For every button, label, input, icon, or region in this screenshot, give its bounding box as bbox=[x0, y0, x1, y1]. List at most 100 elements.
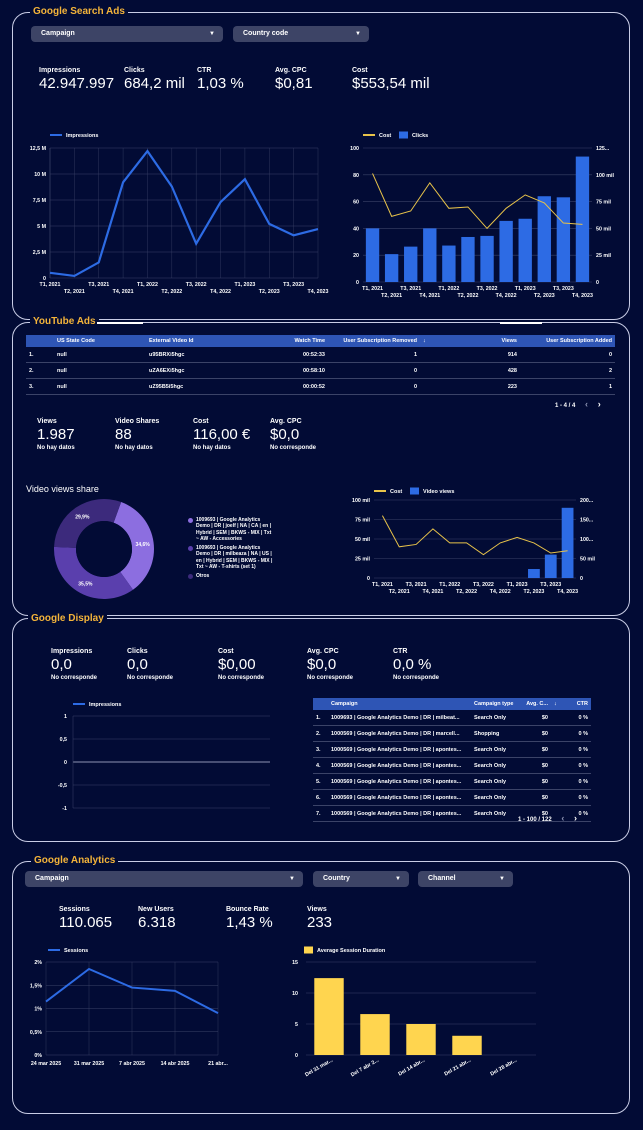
campaign-dropdown-label: Campaign bbox=[41, 30, 75, 37]
country-code-dropdown[interactable]: Country code ▼ bbox=[233, 26, 369, 42]
sessions-line bbox=[45, 967, 219, 1015]
legend-label: Sessions bbox=[64, 948, 88, 954]
chevron-down-icon: ▼ bbox=[355, 31, 361, 37]
chevron-right-icon[interactable]: › bbox=[574, 813, 578, 823]
pager-range: 1 - 4 / 4 bbox=[555, 403, 576, 409]
x-tick-label: T2, 2023 bbox=[523, 589, 544, 595]
col-header[interactable]: User Subscription Removed bbox=[343, 338, 417, 344]
table-row[interactable]: 1. 1009693 | Google Analytics Demo | DR … bbox=[313, 710, 591, 726]
y-left-tick-label: 60 bbox=[353, 200, 359, 206]
campaign-dropdown[interactable]: Campaign ▼ bbox=[25, 871, 303, 887]
channel-dropdown[interactable]: Channel ▼ bbox=[418, 871, 513, 887]
chevron-left-icon[interactable]: ‹ bbox=[585, 399, 589, 409]
x-tick-label: 7 abr 2025 bbox=[119, 1061, 145, 1067]
x-tick-label: T2, 2022 bbox=[161, 289, 182, 295]
kpi-value: 88 bbox=[115, 426, 132, 443]
table-header: US State Code External Video Id Watch Ti… bbox=[26, 335, 615, 347]
kpi-impressions: Impressions 0,0 No corresponde bbox=[51, 648, 97, 681]
chevron-right-icon[interactable]: › bbox=[597, 399, 601, 409]
y-right-tick-label: 50 mil bbox=[580, 557, 596, 563]
legend-item[interactable]: 1009693 | Google Analytics Demo | DR | m… bbox=[188, 545, 274, 570]
table-row[interactable]: 4. 1000569 | Google Analytics Demo | DR … bbox=[313, 758, 591, 774]
donut-hole bbox=[76, 521, 132, 577]
kpi-label: Cost bbox=[218, 648, 234, 655]
x-tick-label: T4, 2021 bbox=[113, 289, 134, 295]
x-tick-label: 31 mar 2025 bbox=[74, 1061, 104, 1067]
kpi-comparison: No hay datos bbox=[115, 445, 153, 451]
table-row[interactable]: 3. null uZ95B5i5hgc 00:00:52 0 223 1 bbox=[26, 379, 615, 395]
cost-clicks-combo-chart: Cost Clicks 0 20 40 60 80 100 0 25 mil 50 mil 75 mi… bbox=[350, 131, 614, 299]
y-right-tick-label: 0 bbox=[596, 280, 599, 286]
table-row[interactable]: 7. 1000569 | Google Analytics Demo | DR … bbox=[313, 806, 591, 822]
chevron-down-icon: ▼ bbox=[209, 31, 215, 37]
y-right-tick-label: 100 mil bbox=[596, 173, 614, 179]
title-underline bbox=[500, 322, 542, 324]
col-header[interactable]: US State Code bbox=[57, 338, 95, 344]
sort-desc-icon[interactable]: ↓ bbox=[423, 338, 426, 344]
x-tick-label: Del 14 abr... bbox=[397, 1057, 426, 1077]
table-pager: 1 - 100 / 122 ‹ › bbox=[518, 813, 577, 823]
col-header[interactable]: CTR bbox=[576, 701, 588, 707]
x-tick-label: T2, 2021 bbox=[64, 289, 85, 295]
campaign-dropdown-label: Campaign bbox=[35, 875, 69, 882]
x-tick-label: T2, 2022 bbox=[457, 293, 478, 299]
legend-swatch bbox=[188, 546, 193, 552]
y-tick-label: -0,5 bbox=[58, 783, 67, 789]
x-tick-label: Del 28 abr... bbox=[489, 1057, 518, 1077]
col-header[interactable]: Avg. C... bbox=[526, 701, 548, 707]
kpi-value: 233 bbox=[307, 914, 333, 931]
campaign-dropdown[interactable]: Campaign ▼ bbox=[31, 26, 223, 42]
x-tick-label: T4, 2021 bbox=[422, 589, 443, 595]
kpi-label: Views bbox=[307, 906, 327, 913]
y-left-tick-label: 0 bbox=[367, 576, 370, 582]
y-right-tick-label: 75 mil bbox=[596, 200, 612, 206]
col-header[interactable]: Campaign type bbox=[474, 701, 514, 707]
x-tick-label: Del 31 mar... bbox=[304, 1057, 334, 1078]
kpi-value: $553,54 mil bbox=[352, 75, 430, 92]
bar bbox=[544, 554, 557, 578]
col-header[interactable]: Watch Time bbox=[294, 338, 325, 344]
y-right-tick-label: 25 mil bbox=[596, 253, 612, 259]
x-tick-label: T3, 2021 bbox=[406, 582, 427, 588]
col-header[interactable]: Campaign bbox=[331, 701, 358, 707]
y-left-tick-label: 0 bbox=[356, 280, 359, 286]
video-views-donut-chart: 34,6% 35,5% 29,9% bbox=[54, 499, 154, 599]
table-row[interactable]: 6. 1000569 | Google Analytics Demo | DR … bbox=[313, 790, 591, 806]
kpi-ctr: CTR 1,03 % bbox=[197, 67, 244, 92]
kpi-clicks: Clicks 0,0 No corresponde bbox=[127, 648, 173, 681]
legend-label: Average Session Duration bbox=[317, 948, 386, 954]
table-row[interactable]: 5. 1000569 | Google Analytics Demo | DR … bbox=[313, 774, 591, 790]
table-row[interactable]: 1. null u95BRXi5hgc 00:52:33 1 914 0 bbox=[26, 347, 615, 363]
country-code-dropdown-label: Country code bbox=[243, 30, 289, 37]
y-left-tick-label: 40 bbox=[353, 226, 359, 232]
y-left-tick-label: 50 mil bbox=[355, 537, 371, 543]
y-left-tick-label: 80 bbox=[353, 173, 359, 179]
slice-label: 35,5% bbox=[78, 581, 93, 587]
legend-label: Cost bbox=[379, 133, 391, 139]
col-header[interactable]: User Subscription Added bbox=[546, 338, 612, 344]
legend-item[interactable]: Otros bbox=[188, 573, 274, 580]
table-row[interactable]: 3. 1000569 | Google Analytics Demo | DR … bbox=[313, 742, 591, 758]
chevron-left-icon[interactable]: ‹ bbox=[561, 813, 565, 823]
title-underline bbox=[97, 322, 143, 324]
table-row[interactable]: 2. null uZA6EXi5hgc 00:58:10 0 428 2 bbox=[26, 363, 615, 379]
kpi-comparison: No corresponde bbox=[307, 675, 354, 681]
col-header[interactable]: External Video Id bbox=[149, 338, 194, 344]
legend-label: Video views bbox=[423, 489, 454, 495]
kpi-value: 0,0 % bbox=[393, 656, 432, 673]
table-pager: 1 - 4 / 4 ‹ › bbox=[555, 399, 601, 409]
legend-item[interactable]: 1009693 | Google Analytics Demo | DR | j… bbox=[188, 517, 274, 542]
display-campaign-table: Campaign Campaign type Avg. C... ↓ CTR 1… bbox=[313, 698, 591, 822]
kpi-clicks: Clicks 684,2 mil bbox=[124, 67, 185, 92]
kpi-value: $0,0 bbox=[307, 656, 337, 673]
x-tick-label: T1, 2022 bbox=[438, 286, 459, 292]
bar bbox=[499, 220, 513, 282]
impressions-line-chart: Impressions 0 2,5 M 5 M 7,5 M 10 M 12,5 M T1, 2… bbox=[30, 133, 329, 295]
x-tick-label: T4, 2023 bbox=[572, 293, 593, 299]
sort-desc-icon[interactable]: ↓ bbox=[554, 701, 557, 707]
country-dropdown[interactable]: Country ▼ bbox=[313, 871, 409, 887]
table-row[interactable]: 2. 1000569 | Google Analytics Demo | DR … bbox=[313, 726, 591, 742]
kpi-label: Avg. CPC bbox=[270, 418, 302, 425]
kpi-value: 1,03 % bbox=[197, 75, 244, 92]
col-header[interactable]: Views bbox=[501, 338, 518, 344]
